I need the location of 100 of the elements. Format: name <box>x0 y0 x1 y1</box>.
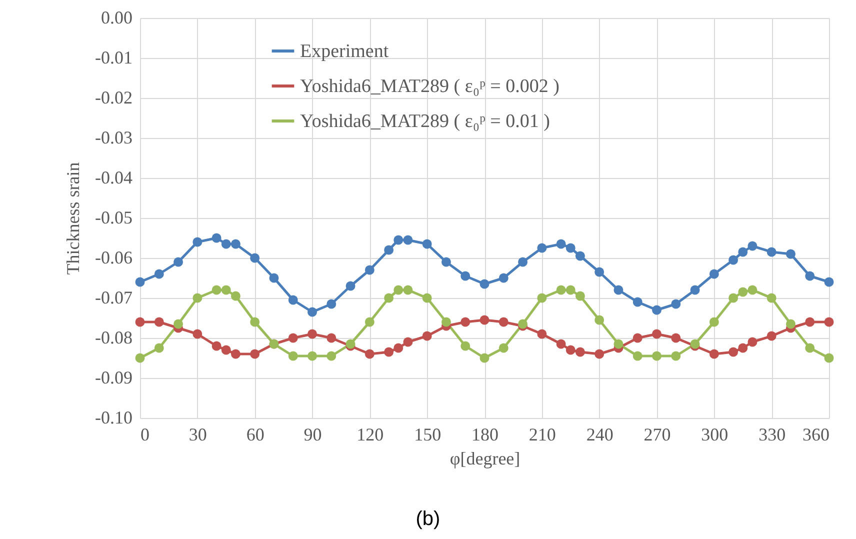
legend-label: Yoshida6_MAT289 ( ε₀ᵖ = 0.002 ) <box>300 76 560 97</box>
point <box>632 297 642 307</box>
point <box>288 295 298 305</box>
point <box>748 337 758 347</box>
y-tick-label: 0.00 <box>101 8 132 28</box>
point <box>192 293 202 303</box>
x-tick-label: 0 <box>140 424 150 444</box>
point <box>135 353 145 363</box>
point <box>748 241 758 251</box>
x-tick-label: 30 <box>188 424 207 444</box>
x-tick-label: 210 <box>528 424 556 444</box>
point <box>441 317 451 327</box>
point <box>384 293 394 303</box>
point <box>671 351 681 361</box>
point <box>786 249 796 259</box>
point <box>594 267 604 277</box>
point <box>221 239 231 249</box>
y-tick-label: -0.08 <box>95 328 132 348</box>
point <box>460 271 470 281</box>
point <box>480 279 490 289</box>
point <box>709 317 719 327</box>
point <box>728 255 738 265</box>
point <box>805 271 815 281</box>
point <box>403 235 413 245</box>
point <box>403 337 413 347</box>
point <box>805 317 815 327</box>
point <box>728 347 738 357</box>
point <box>154 343 164 353</box>
point <box>575 251 585 261</box>
point <box>805 343 815 353</box>
point <box>824 277 834 287</box>
point <box>738 247 748 257</box>
y-tick-label: -0.03 <box>95 128 132 148</box>
y-tick-label: -0.01 <box>95 48 132 68</box>
point <box>766 293 776 303</box>
y-axis-title: Thickness srain <box>63 162 84 275</box>
point <box>394 235 404 245</box>
point <box>394 343 404 353</box>
point <box>326 333 336 343</box>
point <box>135 317 145 327</box>
x-tick-label: 330 <box>758 424 786 444</box>
point <box>250 349 260 359</box>
point <box>738 287 748 297</box>
x-tick-label: 240 <box>586 424 614 444</box>
point <box>537 293 547 303</box>
point <box>537 243 547 253</box>
y-tick-label: -0.10 <box>95 408 132 428</box>
point <box>575 347 585 357</box>
legend-label: Yoshida6_MAT289 ( ε₀ᵖ = 0.01 ) <box>300 111 550 132</box>
point <box>498 273 508 283</box>
point <box>824 317 834 327</box>
point <box>480 353 490 363</box>
point <box>212 285 222 295</box>
x-tick-label: 150 <box>414 424 442 444</box>
point <box>135 277 145 287</box>
point <box>403 285 413 295</box>
point <box>154 269 164 279</box>
y-tick-label: -0.04 <box>95 168 132 188</box>
point <box>212 233 222 243</box>
point <box>384 347 394 357</box>
point <box>422 331 432 341</box>
y-tick-label: -0.02 <box>95 88 132 108</box>
point <box>594 315 604 325</box>
point <box>566 345 576 355</box>
point <box>728 293 738 303</box>
point <box>738 343 748 353</box>
point <box>556 285 566 295</box>
point <box>690 285 700 295</box>
point <box>671 333 681 343</box>
point <box>394 285 404 295</box>
y-tick-label: -0.09 <box>95 368 132 388</box>
point <box>326 351 336 361</box>
point <box>221 285 231 295</box>
point <box>766 247 776 257</box>
x-tick-label: 90 <box>304 424 322 444</box>
x-tick-label: 180 <box>472 424 498 444</box>
point <box>566 285 576 295</box>
point <box>308 307 317 317</box>
legend-label: Experiment <box>300 41 390 62</box>
point <box>288 333 298 343</box>
point <box>441 257 451 267</box>
point <box>250 317 260 327</box>
point <box>556 239 566 249</box>
x-tick-label: 300 <box>701 424 728 444</box>
point <box>824 353 834 363</box>
x-tick-label: 360 <box>802 424 830 444</box>
point <box>269 273 279 283</box>
point <box>212 341 222 351</box>
point <box>364 265 374 275</box>
point <box>174 257 184 267</box>
point <box>537 329 547 339</box>
point <box>154 317 164 327</box>
y-tick-label: -0.07 <box>95 288 132 308</box>
x-tick-label: 120 <box>356 424 384 444</box>
point <box>346 281 356 291</box>
point <box>614 285 624 295</box>
point <box>498 343 508 353</box>
point <box>709 349 719 359</box>
point <box>230 239 240 249</box>
point <box>326 299 336 309</box>
